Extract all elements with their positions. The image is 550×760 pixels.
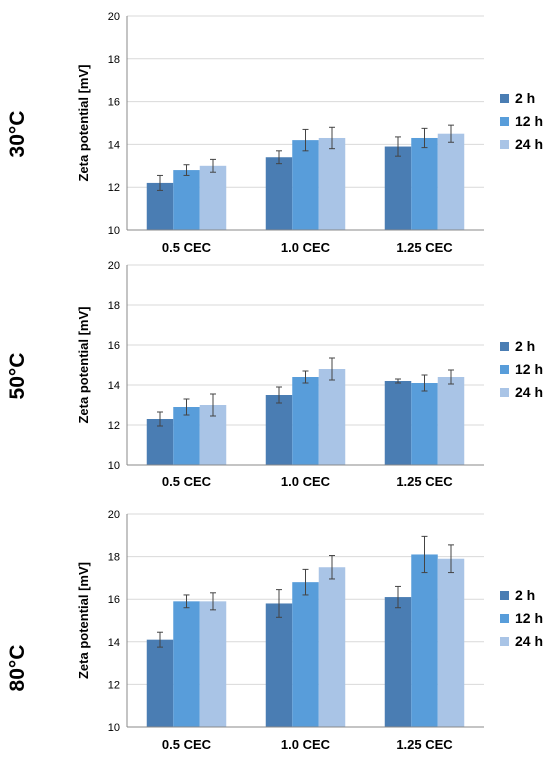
y-tick-label: 10	[108, 722, 120, 734]
y-tick-label: 14	[108, 380, 120, 392]
legend-label: 12 h	[515, 361, 543, 377]
legend-label: 12 h	[515, 113, 543, 129]
y-tick-label: 14	[108, 139, 120, 151]
x-tick-label: 1.25 CEC	[396, 474, 453, 489]
legend: 2 h 12 h 24 h	[500, 338, 543, 400]
y-tick-label: 18	[108, 300, 120, 312]
bar	[318, 567, 346, 727]
x-tick-label: 1.0 CEC	[281, 240, 331, 255]
legend-label: 24 h	[515, 136, 543, 152]
legend-swatch	[500, 140, 509, 149]
y-axis-label: Zeta potential [mV]	[76, 64, 91, 181]
bar	[411, 554, 438, 727]
y-tick-label: 20	[108, 11, 120, 23]
y-tick-label: 12	[108, 182, 120, 194]
legend-label: 2 h	[515, 587, 535, 603]
x-tick-label: 0.5 CEC	[162, 737, 212, 752]
bar	[265, 395, 293, 465]
legend-swatch	[500, 591, 509, 600]
y-axis-label: Zeta potential [mV]	[76, 562, 91, 679]
legend-label: 24 h	[515, 633, 543, 649]
bar	[199, 165, 227, 230]
y-tick-label: 14	[108, 637, 120, 649]
x-tick-label: 1.0 CEC	[281, 474, 331, 489]
y-tick-label: 16	[108, 594, 120, 606]
legend-swatch	[500, 94, 509, 103]
x-tick-label: 1.0 CEC	[281, 737, 331, 752]
bar	[265, 157, 293, 230]
legend-label: 2 h	[515, 338, 535, 354]
y-tick-label: 20	[108, 260, 120, 272]
x-tick-label: 0.5 CEC	[162, 240, 212, 255]
legend-swatch	[500, 388, 509, 397]
y-tick-label: 10	[108, 460, 120, 472]
bar	[411, 137, 438, 230]
bar	[146, 419, 174, 465]
y-axis-label: Zeta potential [mV]	[76, 306, 91, 423]
legend-label: 12 h	[515, 610, 543, 626]
bar	[173, 601, 200, 727]
bar	[318, 369, 346, 465]
chart-panel-1: 30°C Zeta potential [mV] 10 12 14 16 18 20 0.5 C…	[6, 11, 543, 255]
legend-swatch	[500, 342, 509, 351]
bar	[384, 146, 412, 230]
bar	[199, 601, 227, 727]
legend: 2 h 12 h 24 h	[500, 587, 543, 649]
bar	[265, 603, 293, 727]
bar	[173, 407, 200, 465]
x-tick-label: 0.5 CEC	[162, 474, 212, 489]
y-tick-label: 10	[108, 225, 120, 237]
panel-label: 50°C	[6, 353, 29, 400]
legend-swatch	[500, 117, 509, 126]
bar	[292, 582, 319, 727]
bar	[292, 140, 319, 230]
bar	[437, 377, 465, 465]
legend: 2 h 12 h 24 h	[500, 90, 543, 152]
bar	[437, 133, 465, 230]
y-tick-label: 12	[108, 420, 120, 432]
bar	[173, 170, 200, 230]
legend-label: 24 h	[515, 384, 543, 400]
bar	[146, 639, 174, 727]
y-tick-label: 20	[108, 509, 120, 521]
legend-swatch	[500, 637, 509, 646]
legend-swatch	[500, 365, 509, 374]
bar	[318, 137, 346, 230]
y-tick-label: 18	[108, 54, 120, 66]
y-tick-label: 16	[108, 97, 120, 109]
bar	[292, 377, 319, 465]
panel-label: 30°C	[6, 111, 29, 158]
bar	[384, 597, 412, 727]
chart-panel-3: 80°C Zeta potential [mV] 10 12 14 16 18 20 0.5 C…	[6, 509, 543, 752]
bar	[437, 558, 465, 727]
y-tick-label: 18	[108, 552, 120, 564]
x-tick-label: 1.25 CEC	[396, 240, 453, 255]
legend-swatch	[500, 614, 509, 623]
y-tick-label: 12	[108, 679, 120, 691]
bar	[411, 383, 438, 465]
bar	[384, 381, 412, 465]
legend-label: 2 h	[515, 90, 535, 106]
x-tick-label: 1.25 CEC	[396, 737, 453, 752]
chart-panel-2: 50°C Zeta potential [mV] 10 12 14 16 18 20 0.5 C…	[6, 260, 543, 489]
panel-label: 80°C	[6, 645, 29, 692]
y-tick-label: 16	[108, 340, 120, 352]
